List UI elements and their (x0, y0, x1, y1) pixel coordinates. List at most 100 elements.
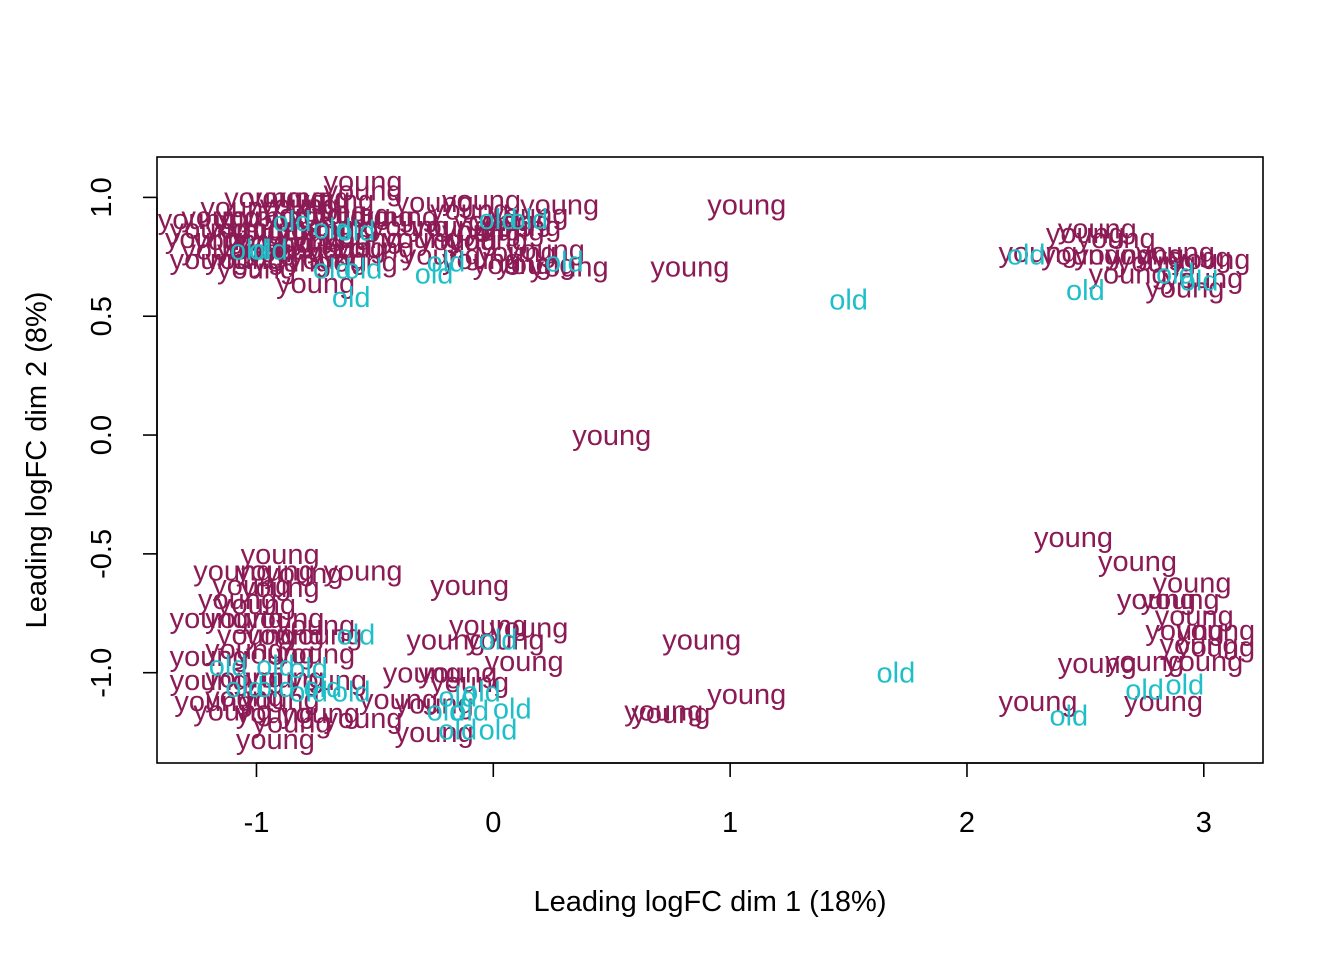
point-label-young: young (245, 620, 324, 652)
point-label-young: young (324, 166, 403, 198)
point-label-young: young (454, 206, 533, 238)
point-label-young: young (217, 589, 296, 621)
point-label-young: young (276, 213, 355, 245)
point-label-young: young (193, 225, 272, 257)
point-label-young: young (312, 199, 391, 231)
point-label-young: young (205, 634, 284, 666)
point-label-young: young (271, 182, 350, 214)
point-label-young: young (217, 201, 296, 233)
y-axis: -1.0 -0.5 0.0 0.5 1.0 (86, 177, 158, 698)
point-label-old: old (509, 204, 548, 236)
point-label-young: young (442, 216, 521, 248)
point-label-young: young (236, 228, 315, 260)
point-label-young: young (999, 237, 1078, 269)
point-label-young: young (170, 603, 249, 635)
point-label-young: young (319, 247, 398, 279)
point-label-young: young (1176, 615, 1255, 647)
x-tick-label: 3 (1196, 807, 1212, 839)
point-label-young: young (212, 570, 291, 602)
point-label-young: young (418, 658, 497, 690)
points-layer: youngyoungyoungyoungyoungyoungyoungyoung… (158, 166, 1255, 756)
point-label-young: young (473, 206, 552, 238)
point-label-young: young (1145, 615, 1224, 647)
point-label-young: young (1164, 646, 1243, 678)
point-label-old: old (1156, 258, 1195, 290)
point-label-young: young (252, 216, 331, 248)
point-label-young: young (1117, 584, 1196, 616)
point-label-young: young (1145, 273, 1224, 305)
point-label-young: young (430, 570, 509, 602)
point-label-old: old (438, 715, 477, 747)
point-label-young: young (482, 211, 561, 243)
point-label-young: young (264, 558, 343, 590)
point-label-old: old (313, 254, 352, 286)
point-label-young: young (572, 420, 651, 452)
point-label-young: young (260, 190, 339, 222)
point-label-old: old (289, 677, 328, 709)
point-label-young: young (276, 235, 355, 267)
point-label-young: young (200, 192, 279, 224)
point-label-young: young (707, 190, 786, 222)
point-label-young: young (1155, 601, 1234, 633)
point-label-young: young (1077, 223, 1156, 255)
point-label-young: young (170, 244, 249, 276)
point-label-old: old (1165, 670, 1204, 702)
point-label-young: young (506, 235, 585, 267)
point-label-young: young (252, 247, 331, 279)
point-label-young: young (335, 232, 414, 264)
point-label-young: young (236, 698, 315, 730)
point-label-young: young (473, 249, 552, 281)
point-label-young: young (248, 182, 327, 214)
point-label-old: old (249, 235, 288, 267)
point-label-young: young (181, 235, 260, 267)
y-tick-label: 0.0 (86, 415, 118, 455)
point-label-young: young (1058, 648, 1137, 680)
point-label-young: young (1136, 237, 1215, 269)
point-label-young: young (165, 223, 244, 255)
point-label-old: old (1049, 700, 1088, 732)
point-label-young: young (496, 249, 575, 281)
point-label-young: young (1124, 686, 1203, 718)
point-label-old: old (273, 206, 312, 238)
point-label-old: old (303, 672, 342, 704)
point-label-young: young (395, 187, 474, 219)
point-label-old: old (427, 247, 466, 279)
point-label-young: young (205, 681, 284, 713)
point-label-old: old (225, 672, 264, 704)
point-label-old: old (479, 204, 518, 236)
point-label-young: young (383, 223, 462, 255)
x-tick-label: 1 (722, 807, 738, 839)
point-label-young: young (477, 237, 556, 269)
point-label-old: old (256, 651, 295, 683)
point-label-young: young (300, 211, 379, 243)
point-label-young: young (442, 244, 521, 276)
point-label-young: young (170, 213, 249, 245)
point-label-old: old (877, 658, 916, 690)
point-label-young: young (307, 232, 386, 264)
point-label-young: young (324, 703, 403, 735)
point-label-young: young (449, 610, 528, 642)
point-label-young: young (170, 665, 249, 697)
point-label-young: young (662, 624, 741, 656)
point-label-young: young (324, 556, 403, 588)
point-label-young: young (205, 244, 284, 276)
point-label-young: young (466, 216, 545, 248)
point-label-young: young (1164, 263, 1243, 295)
point-label-young: young (241, 539, 320, 571)
point-label-young: young (650, 251, 729, 283)
point-label-young: young (395, 717, 474, 749)
point-label-young: young (264, 199, 343, 231)
y-tick-label: -0.5 (86, 529, 118, 579)
point-label-young: young (288, 665, 367, 697)
point-label-young: young (293, 225, 372, 257)
y-tick-label: 0.5 (86, 296, 118, 336)
point-label-young: young (217, 235, 296, 267)
point-label-old: old (545, 247, 584, 279)
point-label-old: old (462, 677, 501, 709)
point-label-young: young (205, 603, 284, 635)
y-tick-label: -1.0 (86, 648, 118, 698)
point-label-young: young (1088, 258, 1167, 290)
point-label-young: young (198, 584, 277, 616)
point-label-old: old (289, 653, 328, 685)
